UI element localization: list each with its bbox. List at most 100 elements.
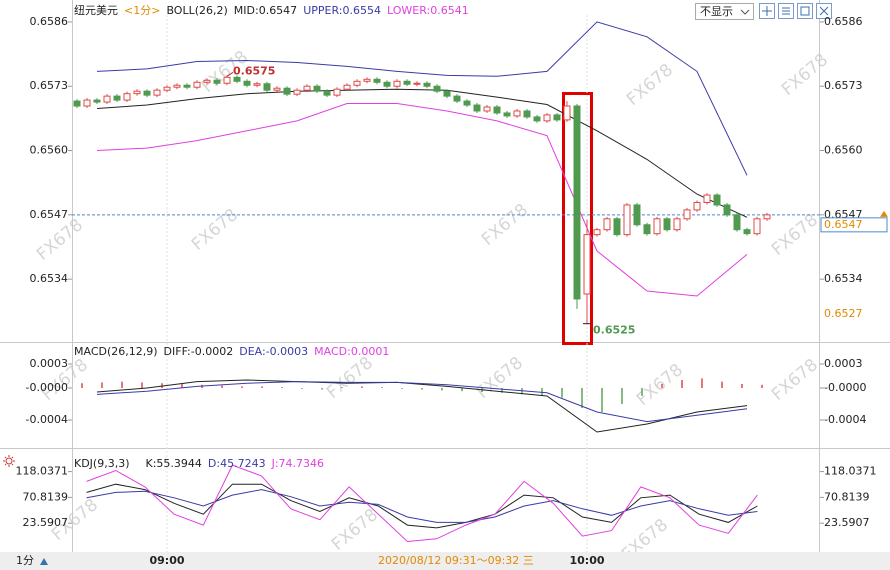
y-tick-label: 23.5907 (23, 516, 69, 529)
candle-body (473, 104, 481, 112)
candle-body (543, 114, 551, 122)
indicator-label: BOLL(26,2) (166, 4, 227, 17)
candle-body (503, 112, 511, 117)
candle-body (383, 81, 391, 87)
y-tick-label: 0.6534 (30, 272, 69, 285)
kdj-line (86, 489, 758, 523)
y2-tick-label: 23.5907 (824, 516, 870, 529)
y2-tick-label: -0.0004 (824, 413, 866, 426)
x-tick-label: 10:00 (569, 554, 604, 567)
candle-body (173, 84, 181, 88)
kdj-line (86, 483, 758, 529)
toolbar: 不显示 (695, 3, 832, 20)
boll-line (96, 21, 748, 176)
indicator-label: MACD(26,12,9) (74, 345, 158, 358)
boll-line (96, 88, 748, 218)
candle-body (83, 99, 91, 107)
display-dropdown[interactable] (695, 3, 754, 20)
candle-body (113, 95, 121, 101)
legend-entry: MID:0.6547 (234, 4, 297, 17)
high-label: 0.6575 (233, 64, 275, 77)
legend-entry: DIFF:-0.0002 (164, 345, 234, 358)
tool-icon (800, 6, 810, 16)
y2-tick-label: 0.0003 (824, 357, 863, 370)
candle-body (753, 218, 761, 235)
candle-body (693, 201, 701, 211)
candle-body (423, 82, 431, 87)
tool-icon (782, 7, 790, 15)
candle-body (483, 106, 491, 112)
candle-body (593, 229, 601, 236)
period-label: 1分 (16, 554, 34, 567)
y2-tick-label: 0.6586 (824, 15, 863, 28)
y2-tick-label: -0.0000 (824, 381, 866, 394)
candle-body (353, 80, 361, 86)
candle-body (453, 95, 461, 102)
last-price-label: 0.6547 (824, 218, 863, 231)
candle-body (153, 89, 161, 96)
legend-entry: K:55.3944 (146, 457, 202, 470)
candle-body (663, 218, 671, 231)
candle-body (643, 224, 651, 235)
candle-body (743, 229, 751, 235)
candle-body (233, 76, 241, 82)
period-label: <1分> (124, 4, 160, 17)
legend-entry: DEA:-0.0003 (239, 345, 308, 358)
y2-tick-label: 70.8139 (824, 490, 870, 503)
candle-body (763, 214, 771, 220)
macd-line (96, 381, 748, 423)
tool-icon (762, 6, 772, 16)
y-tick-label: 70.8139 (23, 490, 69, 503)
legend-entry: MACD:0.0001 (314, 345, 389, 358)
candle-body (683, 209, 691, 220)
indicator-label: KDJ(9,3,3) (74, 457, 130, 470)
y2-tick-label: 0.6560 (824, 144, 863, 157)
candle-body (463, 100, 471, 106)
candle-body (363, 78, 371, 82)
candle-body (123, 93, 131, 101)
x-tick-label: 09:00 (149, 554, 184, 567)
macd-line (96, 379, 748, 433)
candle-body (143, 90, 151, 96)
candle-body (443, 90, 451, 97)
y-tick-label: -0.0000 (26, 381, 68, 394)
y-tick-label: 0.6560 (30, 144, 69, 157)
y2-tick-label: 118.0371 (824, 465, 877, 478)
y-tick-label: 0.0003 (30, 357, 69, 370)
tool-button[interactable] (797, 3, 813, 19)
candle-body (313, 85, 321, 92)
candle-body (553, 114, 561, 121)
period-arrow[interactable] (40, 558, 48, 565)
candle-body (713, 194, 721, 206)
candle-body (243, 80, 251, 86)
y-tick-label: 0.6586 (30, 15, 69, 28)
y-tick-label: -0.0004 (26, 413, 68, 426)
legend-entry: J:74.7346 (271, 457, 324, 470)
dropdown-arrow (740, 9, 750, 15)
y-tick-label: 118.0371 (16, 465, 69, 478)
candle-body (203, 79, 211, 83)
candle-body (333, 88, 341, 96)
kdj-icon (3, 455, 15, 467)
y-tick-label: 0.6547 (30, 208, 69, 221)
candle-body (613, 218, 621, 236)
candle-body (733, 214, 741, 231)
candle-body (703, 194, 711, 203)
candle-body (193, 81, 201, 88)
y-tick-label: 0.6573 (30, 79, 69, 92)
candle-body (533, 116, 541, 122)
candle-body (253, 83, 261, 86)
candle-body (403, 80, 411, 85)
status-bar (0, 552, 890, 570)
legend-entry: D:45.7243 (208, 457, 266, 470)
legend-entry: LOWER:0.6541 (387, 4, 469, 17)
candle-body (213, 79, 221, 84)
candle-body (633, 204, 641, 226)
y2-tick-label: 0.6534 (824, 272, 863, 285)
candle-body (673, 218, 681, 231)
candle-body (103, 95, 111, 103)
y2-tick-label: 0.6573 (824, 79, 863, 92)
candle-body (513, 110, 521, 117)
sun-icon (5, 457, 13, 465)
